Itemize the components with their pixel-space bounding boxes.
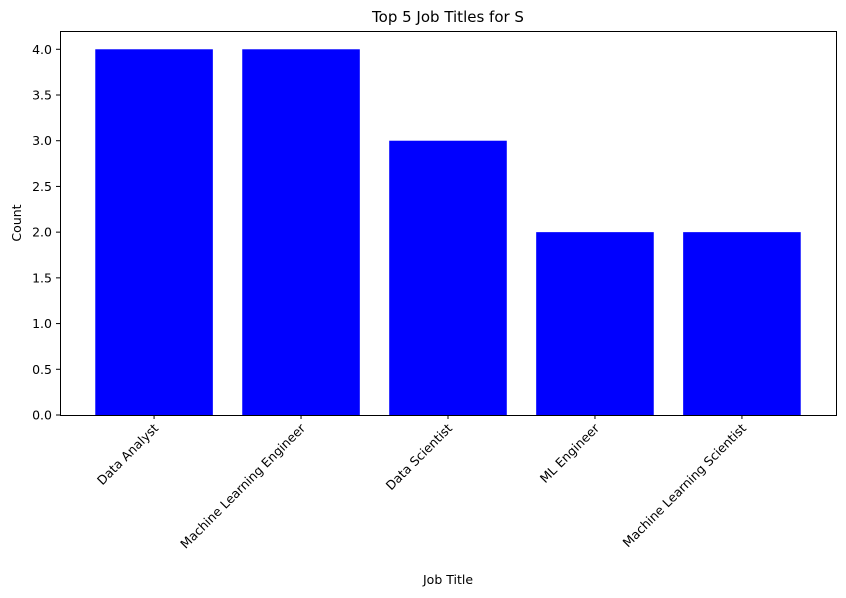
y-tick-label: 1.5 xyxy=(32,270,52,285)
x-tick-label: Data Scientist xyxy=(383,420,456,493)
y-tick-label: 0.0 xyxy=(32,408,52,423)
plot-frame xyxy=(60,31,837,416)
y-tick-label: 0.5 xyxy=(32,362,52,377)
bar-0 xyxy=(95,49,213,416)
y-tick-label: 2.5 xyxy=(32,179,52,194)
bar-3 xyxy=(536,232,654,415)
y-tick-label: 2.0 xyxy=(32,225,52,240)
chart-title: Top 5 Job Titles for S xyxy=(371,8,524,26)
x-ticks-layer: Data Analyst Machine Learning Engineer Dat… xyxy=(94,415,749,551)
y-tick-label: 1.0 xyxy=(32,316,52,331)
y-tick-label: 3.5 xyxy=(32,88,52,103)
x-tick-label: ML Engineer xyxy=(537,420,603,486)
x-axis-label: Job Title xyxy=(422,572,473,587)
x-tick-label: Data Analyst xyxy=(94,420,161,487)
bar-2 xyxy=(389,140,507,415)
bar-1 xyxy=(242,49,360,416)
bars-layer xyxy=(95,49,801,416)
x-tick-label: Machine Learning Engineer xyxy=(177,420,309,552)
y-axis-label: Count xyxy=(9,204,24,241)
y-tick-label: 4.0 xyxy=(32,42,52,57)
x-tick-label: Machine Learning Scientist xyxy=(619,420,749,550)
y-tick-label: 3.0 xyxy=(32,133,52,148)
bar-4 xyxy=(683,232,801,415)
y-ticks-layer: 0.0 0.5 1.0 1.5 2.0 2.5 3.0 3.5 4.0 xyxy=(32,42,60,423)
